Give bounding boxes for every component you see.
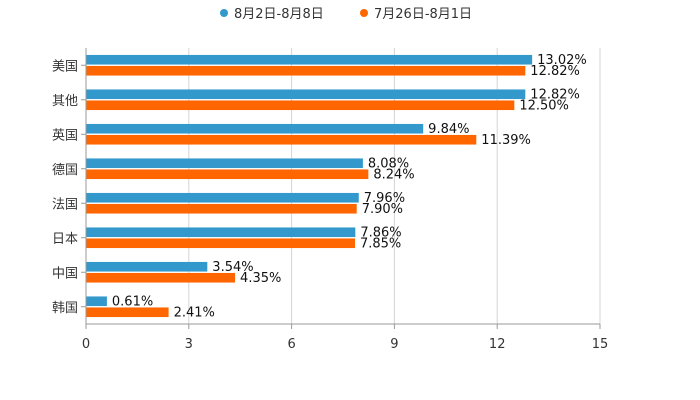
x-tick-label: 12 xyxy=(489,337,506,352)
bar-a xyxy=(86,54,533,65)
category-label: 德国 xyxy=(52,163,78,178)
category-label: 其他 xyxy=(52,94,78,109)
bar-a xyxy=(86,227,356,238)
bar-a xyxy=(86,261,208,272)
data-label: 7.85% xyxy=(360,237,401,252)
bar-b xyxy=(86,65,526,76)
bar-a xyxy=(86,158,363,169)
data-label: 13.02% xyxy=(537,53,587,68)
bar-b xyxy=(86,169,369,180)
data-label: 8.08% xyxy=(368,157,409,172)
bar-b xyxy=(86,100,515,111)
data-label: 7.96% xyxy=(364,191,405,206)
legend-label-0: 8月2日-8月8日 xyxy=(234,7,324,22)
x-tick-label: 3 xyxy=(185,337,193,352)
bar-b xyxy=(86,134,477,145)
bar-b xyxy=(86,203,357,214)
data-label: 7.90% xyxy=(362,202,403,217)
data-label: 12.50% xyxy=(519,99,569,114)
data-label: 3.54% xyxy=(212,260,253,275)
x-tick-label: 6 xyxy=(287,337,295,352)
legend-marker-0 xyxy=(220,9,228,17)
data-label: 7.86% xyxy=(360,226,401,241)
bar-b xyxy=(86,307,169,318)
bar-a xyxy=(86,123,424,134)
data-label: 8.24% xyxy=(373,168,414,183)
bar-b xyxy=(86,238,355,249)
legend-marker-1 xyxy=(360,9,368,17)
data-label: 9.84% xyxy=(428,122,469,137)
data-label: 0.61% xyxy=(112,295,153,310)
category-label: 韩国 xyxy=(52,301,78,316)
data-label: 11.39% xyxy=(481,133,531,148)
bar-a xyxy=(86,192,359,203)
x-tick-label: 15 xyxy=(592,337,609,352)
category-label: 法国 xyxy=(52,197,78,212)
legend: 8月2日-8月8日 7月26日-8月1日 xyxy=(220,7,472,22)
x-tick-label: 0 xyxy=(82,337,90,352)
category-label: 美国 xyxy=(52,59,78,74)
legend-label-1: 7月26日-8月1日 xyxy=(374,7,472,22)
data-label: 12.82% xyxy=(530,64,580,79)
data-label: 2.41% xyxy=(174,306,215,321)
data-label: 4.35% xyxy=(240,271,281,286)
bars xyxy=(86,54,533,318)
data-label: 12.82% xyxy=(530,88,580,103)
x-tick-label: 9 xyxy=(390,337,398,352)
labels: 美国 13.02%12.82%其他 12.82%12.50%英国 9.84%11.39… xyxy=(52,53,587,321)
bar-b xyxy=(86,272,236,283)
category-label: 英国 xyxy=(52,128,78,143)
axes: 0 3 6 9 12 15 xyxy=(81,48,608,352)
bar-a xyxy=(86,296,107,307)
category-label: 中国 xyxy=(52,266,78,281)
category-label: 日本 xyxy=(52,232,78,247)
bar-a xyxy=(86,89,526,100)
